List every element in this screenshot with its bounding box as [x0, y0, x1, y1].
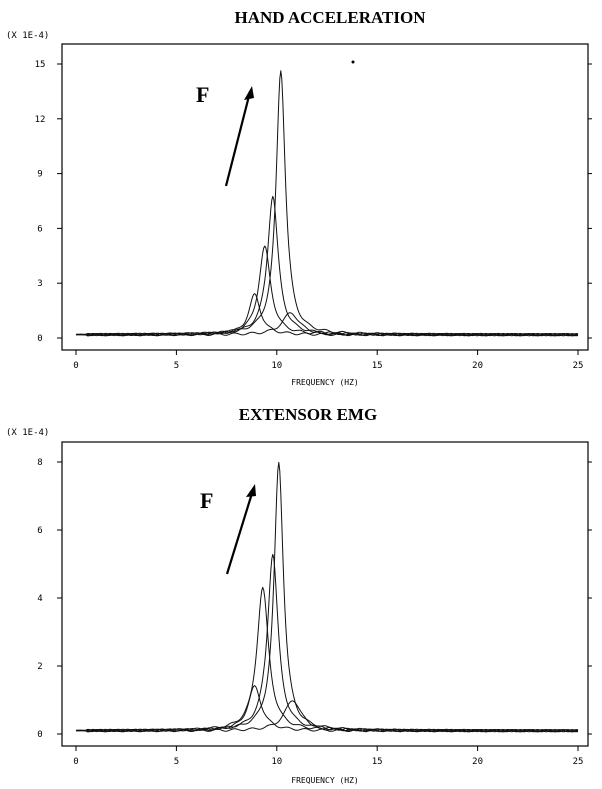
y-tick-label: 4 — [37, 594, 42, 604]
y-tick-label: 6 — [37, 526, 42, 536]
x-tick-label: 0 — [73, 757, 78, 767]
annotation-f-label: F — [196, 82, 209, 107]
annotation-f-label: F — [200, 488, 213, 513]
x-tick-label: 0 — [73, 361, 78, 371]
speck-mark — [351, 60, 355, 64]
y-exponent-label: (X 1E-4) — [6, 428, 49, 438]
increase-arrow-shaft — [225, 489, 255, 575]
y-tick-label: 15 — [35, 60, 46, 70]
spectrum-line-5 — [75, 700, 579, 733]
spectrum-line-1 — [75, 685, 579, 733]
spectrum-line-5 — [75, 312, 579, 337]
y-tick-label: 6 — [37, 224, 42, 234]
spectrum-line-2 — [76, 586, 579, 733]
x-tick-label: 10 — [271, 361, 282, 371]
spectrum-line-4 — [76, 461, 579, 733]
x-tick-label: 5 — [174, 757, 179, 767]
y-tick-label: 3 — [37, 279, 42, 289]
x-axis-label: FREQUENCY (HZ) — [291, 378, 358, 387]
increase-arrow-shaft — [224, 91, 252, 187]
spectrum-line-4 — [76, 70, 579, 337]
x-tick-label: 25 — [573, 757, 584, 767]
plot-frame — [61, 441, 589, 747]
y-tick-label: 0 — [37, 334, 42, 344]
increase-arrowhead — [246, 484, 256, 497]
panel-extensor-emg: EXTENSOR EMG (X 1E-4) FREQUENCY (HZ) F 0… — [6, 405, 592, 785]
x-tick-label: 15 — [372, 757, 383, 767]
chart-title: HAND ACCELERATION — [235, 8, 427, 27]
x-tick-label: 15 — [372, 361, 383, 371]
x-tick-label: 20 — [472, 757, 483, 767]
increase-arrowhead — [244, 86, 254, 100]
chart-title: EXTENSOR EMG — [239, 405, 377, 424]
plot-frame — [61, 43, 589, 351]
spectrum-line-2 — [76, 245, 579, 337]
x-tick-label: 5 — [174, 361, 179, 371]
y-tick-label: 9 — [37, 170, 42, 180]
spectrum-line-3 — [75, 195, 579, 337]
x-tick-label: 25 — [573, 361, 584, 371]
y-tick-label: 12 — [35, 115, 46, 125]
x-tick-label: 20 — [472, 361, 483, 371]
x-axis-label: FREQUENCY (HZ) — [291, 776, 358, 785]
spectrum-line-3 — [75, 553, 579, 733]
y-exponent-label: (X 1E-4) — [6, 31, 49, 41]
y-tick-label: 2 — [37, 662, 42, 672]
panel-hand-acceleration: HAND ACCELERATION (X 1E-4) FREQUENCY (HZ… — [6, 8, 592, 387]
x-tick-label: 10 — [271, 757, 282, 767]
y-tick-label: 0 — [37, 730, 42, 740]
y-tick-label: 8 — [37, 458, 42, 468]
